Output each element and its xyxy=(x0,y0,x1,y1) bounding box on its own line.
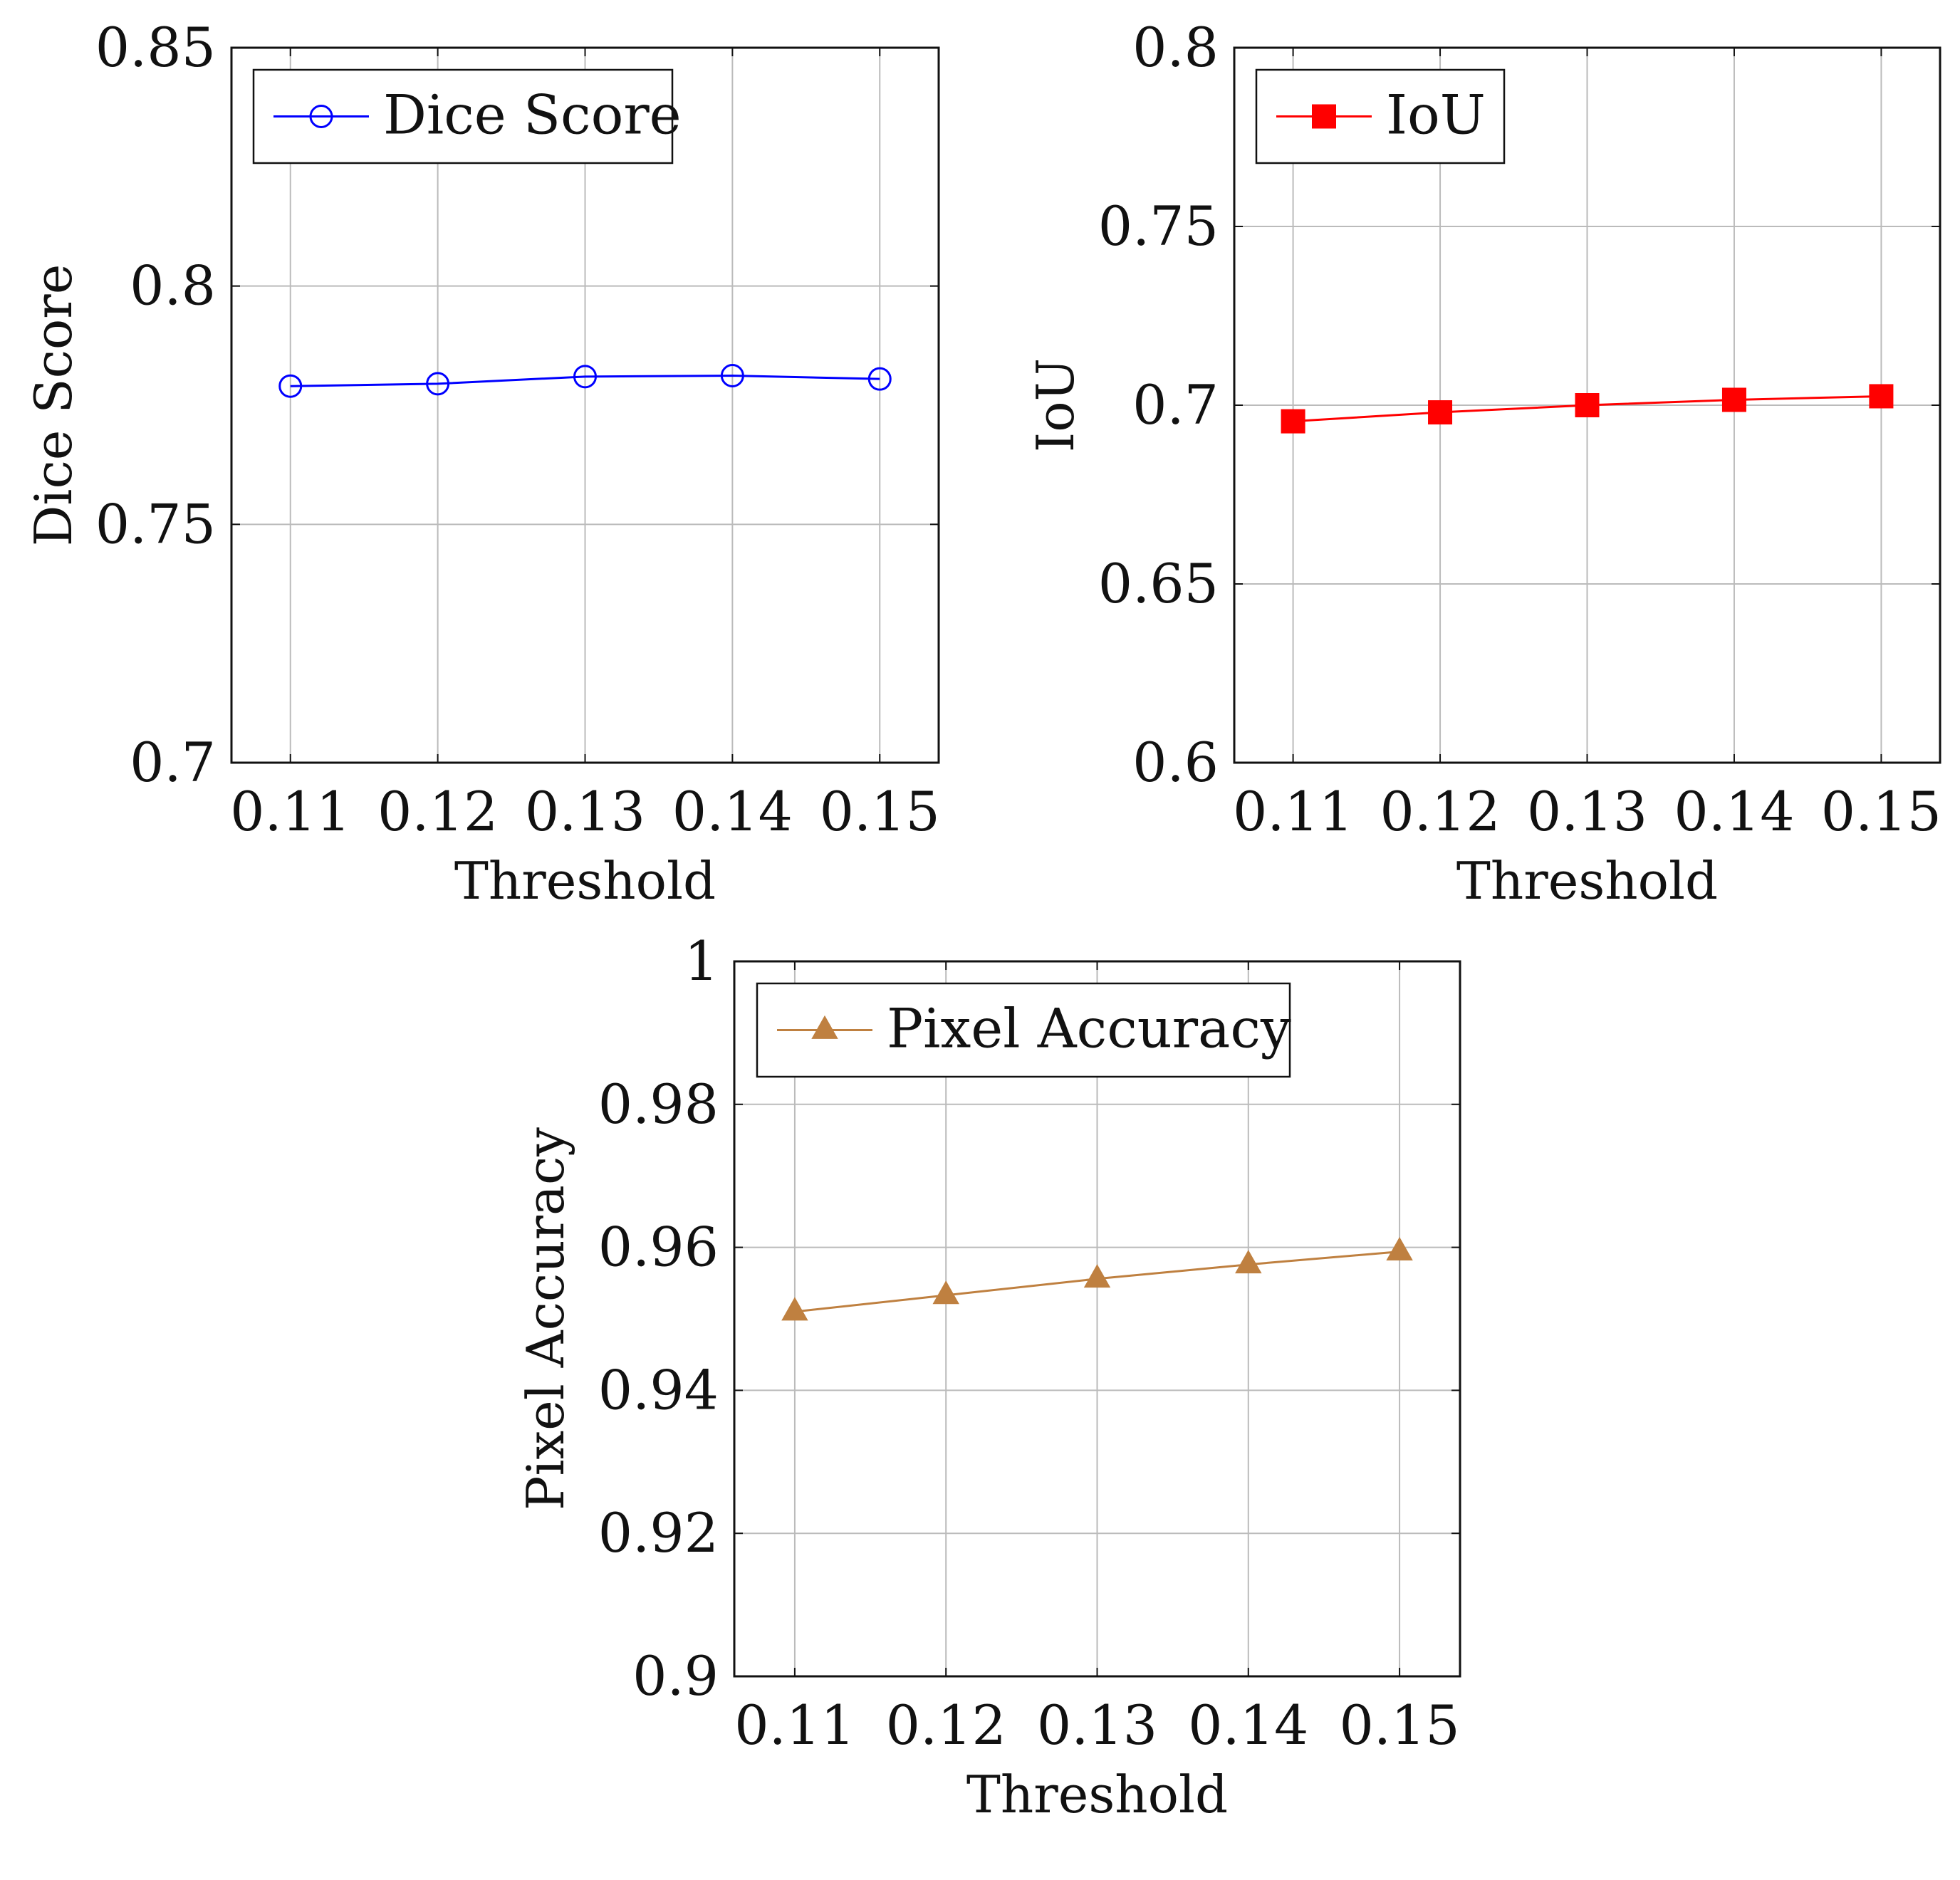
y-tick-label: 0.8 xyxy=(1132,16,1219,79)
y-axis-label: IoU xyxy=(1026,358,1085,452)
data-point xyxy=(1428,400,1453,425)
x-tick-label: 0.13 xyxy=(1527,780,1647,843)
x-tick-label: 0.11 xyxy=(734,1693,855,1757)
x-axis-label: Threshold xyxy=(966,1765,1228,1824)
data-point xyxy=(1575,393,1600,417)
legend-box xyxy=(252,68,674,164)
plot-frame xyxy=(733,960,1461,1678)
y-tick-label: 0.9 xyxy=(632,1644,719,1708)
y-tick-label: 0.65 xyxy=(1098,552,1219,615)
legend-marker xyxy=(811,1015,838,1039)
x-tick-label: 0.15 xyxy=(820,780,940,843)
y-tick-label: 0.8 xyxy=(130,254,216,318)
x-axis-label: Threshold xyxy=(454,851,716,911)
x-tick-label: 0.14 xyxy=(1188,1693,1308,1757)
y-tick-label: 0.7 xyxy=(1132,373,1219,437)
x-tick-label: 0.15 xyxy=(1821,780,1941,843)
x-tick-label: 0.11 xyxy=(1233,780,1353,843)
x-tick-label: 0.13 xyxy=(525,780,645,843)
legend-marker xyxy=(309,105,333,128)
y-tick-label: 0.7 xyxy=(130,731,216,794)
y-tick-label: 0.92 xyxy=(598,1501,719,1565)
series-line xyxy=(290,375,880,387)
data-point xyxy=(1281,409,1305,434)
x-tick-label: 0.13 xyxy=(1037,1693,1157,1757)
x-tick-label: 0.12 xyxy=(377,780,498,843)
chart-pixel-accuracy: 0.11 0.12 0.13 0.14 0.15 0.9 0.92 0.94 0.96 0.98 1… xyxy=(516,929,1461,1824)
data-point xyxy=(1083,1264,1111,1288)
data-point xyxy=(1386,1236,1413,1261)
data-point xyxy=(278,374,303,398)
data-point xyxy=(932,1280,959,1305)
y-tick-label: 0.75 xyxy=(1098,194,1219,258)
legend-label: IoU xyxy=(1386,83,1486,147)
x-axis-label: Threshold xyxy=(1456,851,1718,911)
y-tick-label: 0.98 xyxy=(598,1072,719,1136)
data-point xyxy=(573,365,597,389)
data-point xyxy=(426,372,450,396)
data-point xyxy=(781,1297,808,1321)
data-point xyxy=(1235,1250,1262,1274)
data-point xyxy=(1869,384,1894,409)
y-axis-label: Pixel Accuracy xyxy=(516,1127,575,1510)
x-tick-label: 0.14 xyxy=(672,780,793,843)
x-tick-label: 0.12 xyxy=(886,1693,1006,1757)
legend-label: Pixel Accuracy xyxy=(887,997,1291,1060)
y-tick-label: 0.75 xyxy=(95,492,216,555)
chart-iou: 0.11 0.12 0.13 0.14 0.15 0.6 0.65 0.7 0.75 0.8 Thr… xyxy=(1026,16,1941,911)
legend-label: Dice Score xyxy=(383,83,682,147)
y-tick-label: 0.85 xyxy=(95,16,216,79)
y-tick-label: 0.94 xyxy=(598,1358,719,1421)
plot-frame xyxy=(1233,46,1941,764)
legend-marker xyxy=(1312,104,1336,129)
y-axis-label: Dice Score xyxy=(24,264,83,547)
plot-frame xyxy=(230,46,940,764)
x-tick-label: 0.12 xyxy=(1380,780,1500,843)
x-tick-label: 0.14 xyxy=(1674,780,1794,843)
x-tick-label: 0.11 xyxy=(230,780,350,843)
chart-dice-score: 0.11 0.12 0.13 0.14 0.15 0.7 0.75 0.8 0.85 Thresh… xyxy=(24,16,940,911)
data-point xyxy=(867,367,892,391)
data-point xyxy=(720,364,744,388)
y-tick-label: 1 xyxy=(684,929,719,993)
y-tick-label: 0.6 xyxy=(1132,731,1219,794)
x-tick-label: 0.15 xyxy=(1339,1693,1459,1757)
data-point xyxy=(1721,387,1746,412)
y-tick-label: 0.96 xyxy=(598,1216,719,1279)
